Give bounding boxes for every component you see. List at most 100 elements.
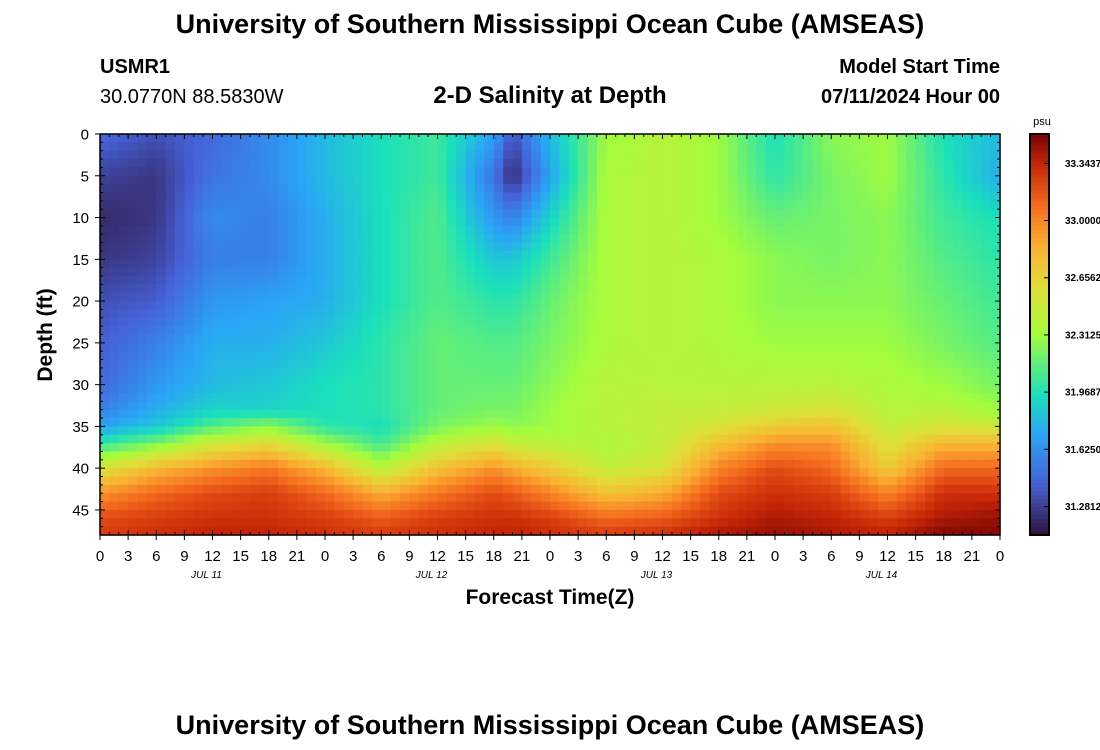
heatmap-cell (568, 484, 579, 494)
heatmap-cell (690, 317, 701, 327)
heatmap-cell (512, 509, 523, 519)
heatmap-cell (109, 434, 120, 444)
heatmap-cell (456, 367, 467, 377)
heatmap-cell (221, 242, 232, 252)
heatmap-cell (184, 217, 195, 227)
heatmap-cell (756, 184, 767, 194)
heatmap-cell (334, 493, 345, 503)
heatmap-cell (278, 225, 289, 235)
heatmap-cell (878, 434, 889, 444)
heatmap-cell (446, 476, 457, 486)
heatmap-cell (962, 468, 973, 478)
heatmap-cell (278, 367, 289, 377)
heatmap-cell (821, 159, 832, 169)
heatmap-cell (231, 167, 242, 177)
heatmap-cell (868, 192, 879, 202)
heatmap-cell (868, 526, 879, 536)
heatmap-cell (287, 426, 298, 436)
heatmap-cell (165, 459, 176, 469)
heatmap-cell (137, 150, 148, 160)
heatmap-cell (559, 367, 570, 377)
heatmap-cell (203, 468, 214, 478)
heatmap-cell (971, 259, 982, 269)
heatmap-cell (671, 184, 682, 194)
heatmap-cell (240, 484, 251, 494)
heatmap-cell (681, 459, 692, 469)
heatmap-cell (428, 200, 439, 210)
heatmap-cell (700, 384, 710, 394)
heatmap-cell (250, 317, 260, 327)
heatmap-cell (568, 326, 579, 336)
heatmap-cell (803, 175, 814, 185)
heatmap-cell (240, 184, 251, 194)
heatmap-cell (981, 134, 992, 143)
heatmap-cell (737, 351, 748, 361)
heatmap-cell (728, 384, 739, 394)
heatmap-cell (803, 459, 814, 469)
heatmap-cell (850, 518, 860, 528)
heatmap-cell (268, 342, 279, 352)
heatmap-cell (962, 276, 973, 285)
heatmap-cell (521, 509, 532, 519)
heatmap-cell (878, 150, 889, 160)
heatmap-cell (118, 392, 129, 402)
heatmap-cell (812, 468, 823, 478)
heatmap-cell (990, 317, 1001, 327)
heatmap-cell (268, 309, 279, 319)
heatmap-cell (821, 309, 832, 319)
heatmap-cell (306, 217, 317, 227)
heatmap-cell (240, 451, 251, 461)
heatmap-cell (259, 418, 270, 427)
heatmap-cell (278, 184, 289, 194)
heatmap-cell (671, 217, 682, 227)
heatmap-cell (118, 175, 129, 185)
heatmap-cell (156, 334, 167, 344)
heatmap-cell (887, 518, 898, 528)
heatmap-cell (784, 217, 795, 227)
heatmap-cell (896, 250, 907, 260)
heatmap-cell (343, 484, 354, 494)
heatmap-cell (156, 359, 167, 369)
heatmap-cell (681, 468, 692, 478)
heatmap-cell (784, 234, 795, 244)
heatmap-cell (559, 242, 570, 252)
heatmap-cell (625, 484, 635, 494)
heatmap-cell (512, 175, 523, 185)
heatmap-cell (512, 184, 523, 194)
heatmap-cell (671, 134, 682, 143)
heatmap-cell (625, 150, 635, 160)
heatmap-cell (484, 451, 495, 461)
heatmap-cell (118, 209, 129, 219)
heatmap-cell (756, 384, 767, 394)
heatmap-cell (437, 317, 448, 327)
heatmap-cell (887, 493, 898, 503)
heatmap-cell (343, 468, 354, 478)
heatmap-cell (325, 259, 335, 269)
heatmap-cell (878, 468, 889, 478)
heatmap-cell (540, 184, 551, 194)
heatmap-cell (146, 267, 157, 277)
heatmap-cell (334, 225, 345, 235)
heatmap-cell (428, 225, 439, 235)
heatmap-cell (287, 451, 298, 461)
heatmap-cell (709, 326, 720, 336)
heatmap-cell (203, 309, 214, 319)
heatmap-cell (578, 401, 589, 411)
heatmap-cell (990, 401, 1001, 411)
heatmap-cell (990, 501, 1001, 511)
heatmap-cell (184, 484, 195, 494)
heatmap-cell (990, 526, 1001, 536)
heatmap-cell (503, 376, 514, 386)
heatmap-cell (409, 426, 420, 436)
heatmap-cell (784, 267, 795, 277)
heatmap-cell (925, 326, 935, 336)
heatmap-cell (221, 518, 232, 528)
heatmap-cell (596, 301, 607, 311)
heatmap-cell (100, 292, 110, 302)
heatmap-cell (812, 175, 823, 185)
heatmap-cell (915, 493, 926, 503)
heatmap-cell (418, 376, 429, 386)
heatmap-cell (775, 509, 785, 519)
heatmap-cell (821, 142, 832, 152)
heatmap-cell (793, 418, 804, 427)
